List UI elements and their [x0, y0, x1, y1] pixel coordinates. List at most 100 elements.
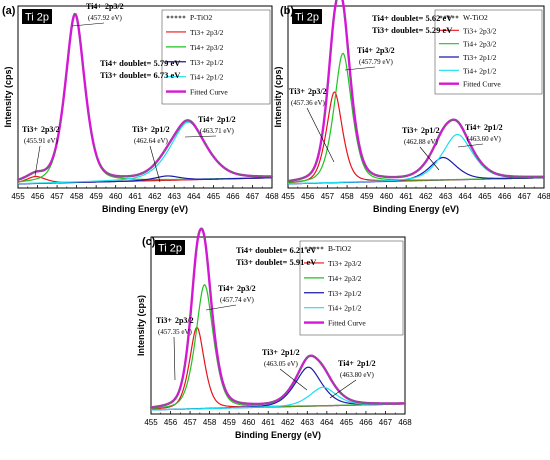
data-point [381, 402, 384, 405]
legend-entry: Ti3+ 2p3/2 [463, 26, 497, 35]
data-point [295, 178, 298, 181]
data-point [84, 89, 87, 93]
data-point [346, 45, 349, 48]
legend-entry: Ti4+ 2p3/2 [463, 40, 497, 49]
data-point [16, 178, 20, 181]
data-point [110, 173, 113, 176]
data-point [355, 400, 359, 403]
data-point [282, 394, 285, 397]
data-point [28, 173, 31, 176]
data-point [228, 170, 231, 173]
peak-Ti4-2p1-2 [150, 386, 406, 411]
peak-label-orbital: 2p1/2 [151, 125, 170, 134]
x-tick-label: 457 [321, 192, 335, 201]
data-point [292, 179, 295, 182]
data-point [262, 402, 265, 405]
legend-marker [304, 246, 308, 250]
legend-entry: Fitted Curve [328, 319, 366, 328]
data-point [174, 131, 178, 134]
data-point [344, 396, 347, 399]
peak-label-orbital: 2p1/2 [484, 123, 503, 132]
data-point [500, 173, 503, 177]
data-point [93, 145, 96, 148]
legend-entry: W-TiO2 [463, 13, 488, 22]
data-point [542, 175, 546, 178]
x-tick-label: 467 [379, 418, 393, 427]
data-point [59, 121, 62, 124]
legend-marker [170, 15, 174, 19]
peak-label-ion: Ti4+ 2p1/2 [465, 123, 503, 132]
data-point [209, 289, 212, 293]
data-point [296, 373, 299, 376]
data-point [251, 174, 254, 178]
peak-label-ion-text: Ti4+ [357, 46, 373, 55]
x-tick-label: 455 [11, 192, 25, 201]
panel-a: 455 456 457 458 459 460 461 462 463 464 465 466 467 4… [2, 2, 279, 214]
peak-label-ev: (463.05 eV) [264, 360, 298, 368]
peak-label-arrow [34, 145, 41, 177]
data-point [370, 402, 373, 405]
data-point [409, 173, 412, 176]
data-point [62, 100, 65, 103]
peak-label-arrow [71, 22, 105, 27]
data-point [355, 126, 358, 130]
data-point [471, 148, 474, 151]
peak-label-ion: Ti3+ 2p3/2 [289, 87, 327, 96]
data-point [389, 175, 392, 179]
data-point [163, 149, 166, 152]
data-point [271, 401, 274, 404]
data-point [270, 175, 274, 178]
peak-label-arrow [279, 368, 308, 391]
data-point [248, 174, 251, 177]
peak-label-ion-text: Ti3+ [262, 348, 278, 357]
x-tick-label: 462 [419, 192, 433, 201]
legend-marker [320, 246, 324, 250]
data-point [242, 174, 245, 177]
data-point [466, 137, 469, 140]
peak-label-orbital: 2p3/2 [175, 316, 194, 325]
data-point [268, 401, 271, 404]
data-point [372, 172, 375, 176]
data-point [310, 354, 313, 357]
data-point [248, 402, 251, 405]
data-point [491, 171, 494, 174]
peak-label-arrow [329, 379, 357, 399]
x-tick-label: 461 [399, 192, 413, 201]
data-point [135, 173, 138, 177]
data-point [73, 13, 76, 16]
data-point [327, 374, 330, 377]
data-point [369, 171, 372, 174]
x-tick-label: 459 [360, 192, 374, 201]
peak-label-ion: Ti4+ 2p3/2 [218, 284, 256, 293]
data-point [166, 144, 169, 148]
peak-label-arrow [457, 143, 484, 148]
data-point [326, 82, 329, 86]
tag-box [155, 240, 185, 255]
peak-label-ion-text: Ti3+ [132, 125, 148, 134]
data-point [175, 395, 178, 398]
data-point [259, 175, 262, 178]
legend-entry: Ti4+ 2p1/2 [328, 304, 362, 313]
data-point [161, 404, 164, 407]
data-point [64, 76, 68, 79]
peak-label-ion-text: Ti3+ [22, 125, 38, 134]
data-point [222, 166, 226, 169]
x-tick-label: 467 [518, 192, 532, 201]
legend-marker [447, 15, 451, 19]
data-point [172, 135, 175, 139]
peak-label-ion-text: Ti4+ [198, 115, 214, 124]
data-point [146, 169, 149, 172]
x-tick-label: 458 [340, 192, 354, 201]
data-point [203, 236, 206, 239]
data-point [169, 140, 172, 143]
peak-label-orbital: 2p1/2 [217, 115, 236, 124]
x-tick-label: 466 [226, 192, 240, 201]
peak-label-ion-text: Ti4+ [465, 123, 481, 132]
x-tick-label: 461 [129, 192, 143, 201]
x-tick-label: 459 [89, 192, 103, 201]
data-point [245, 402, 249, 405]
data-point [361, 401, 364, 404]
data-point [508, 175, 511, 178]
legend-entry: B-TiO2 [328, 244, 351, 253]
